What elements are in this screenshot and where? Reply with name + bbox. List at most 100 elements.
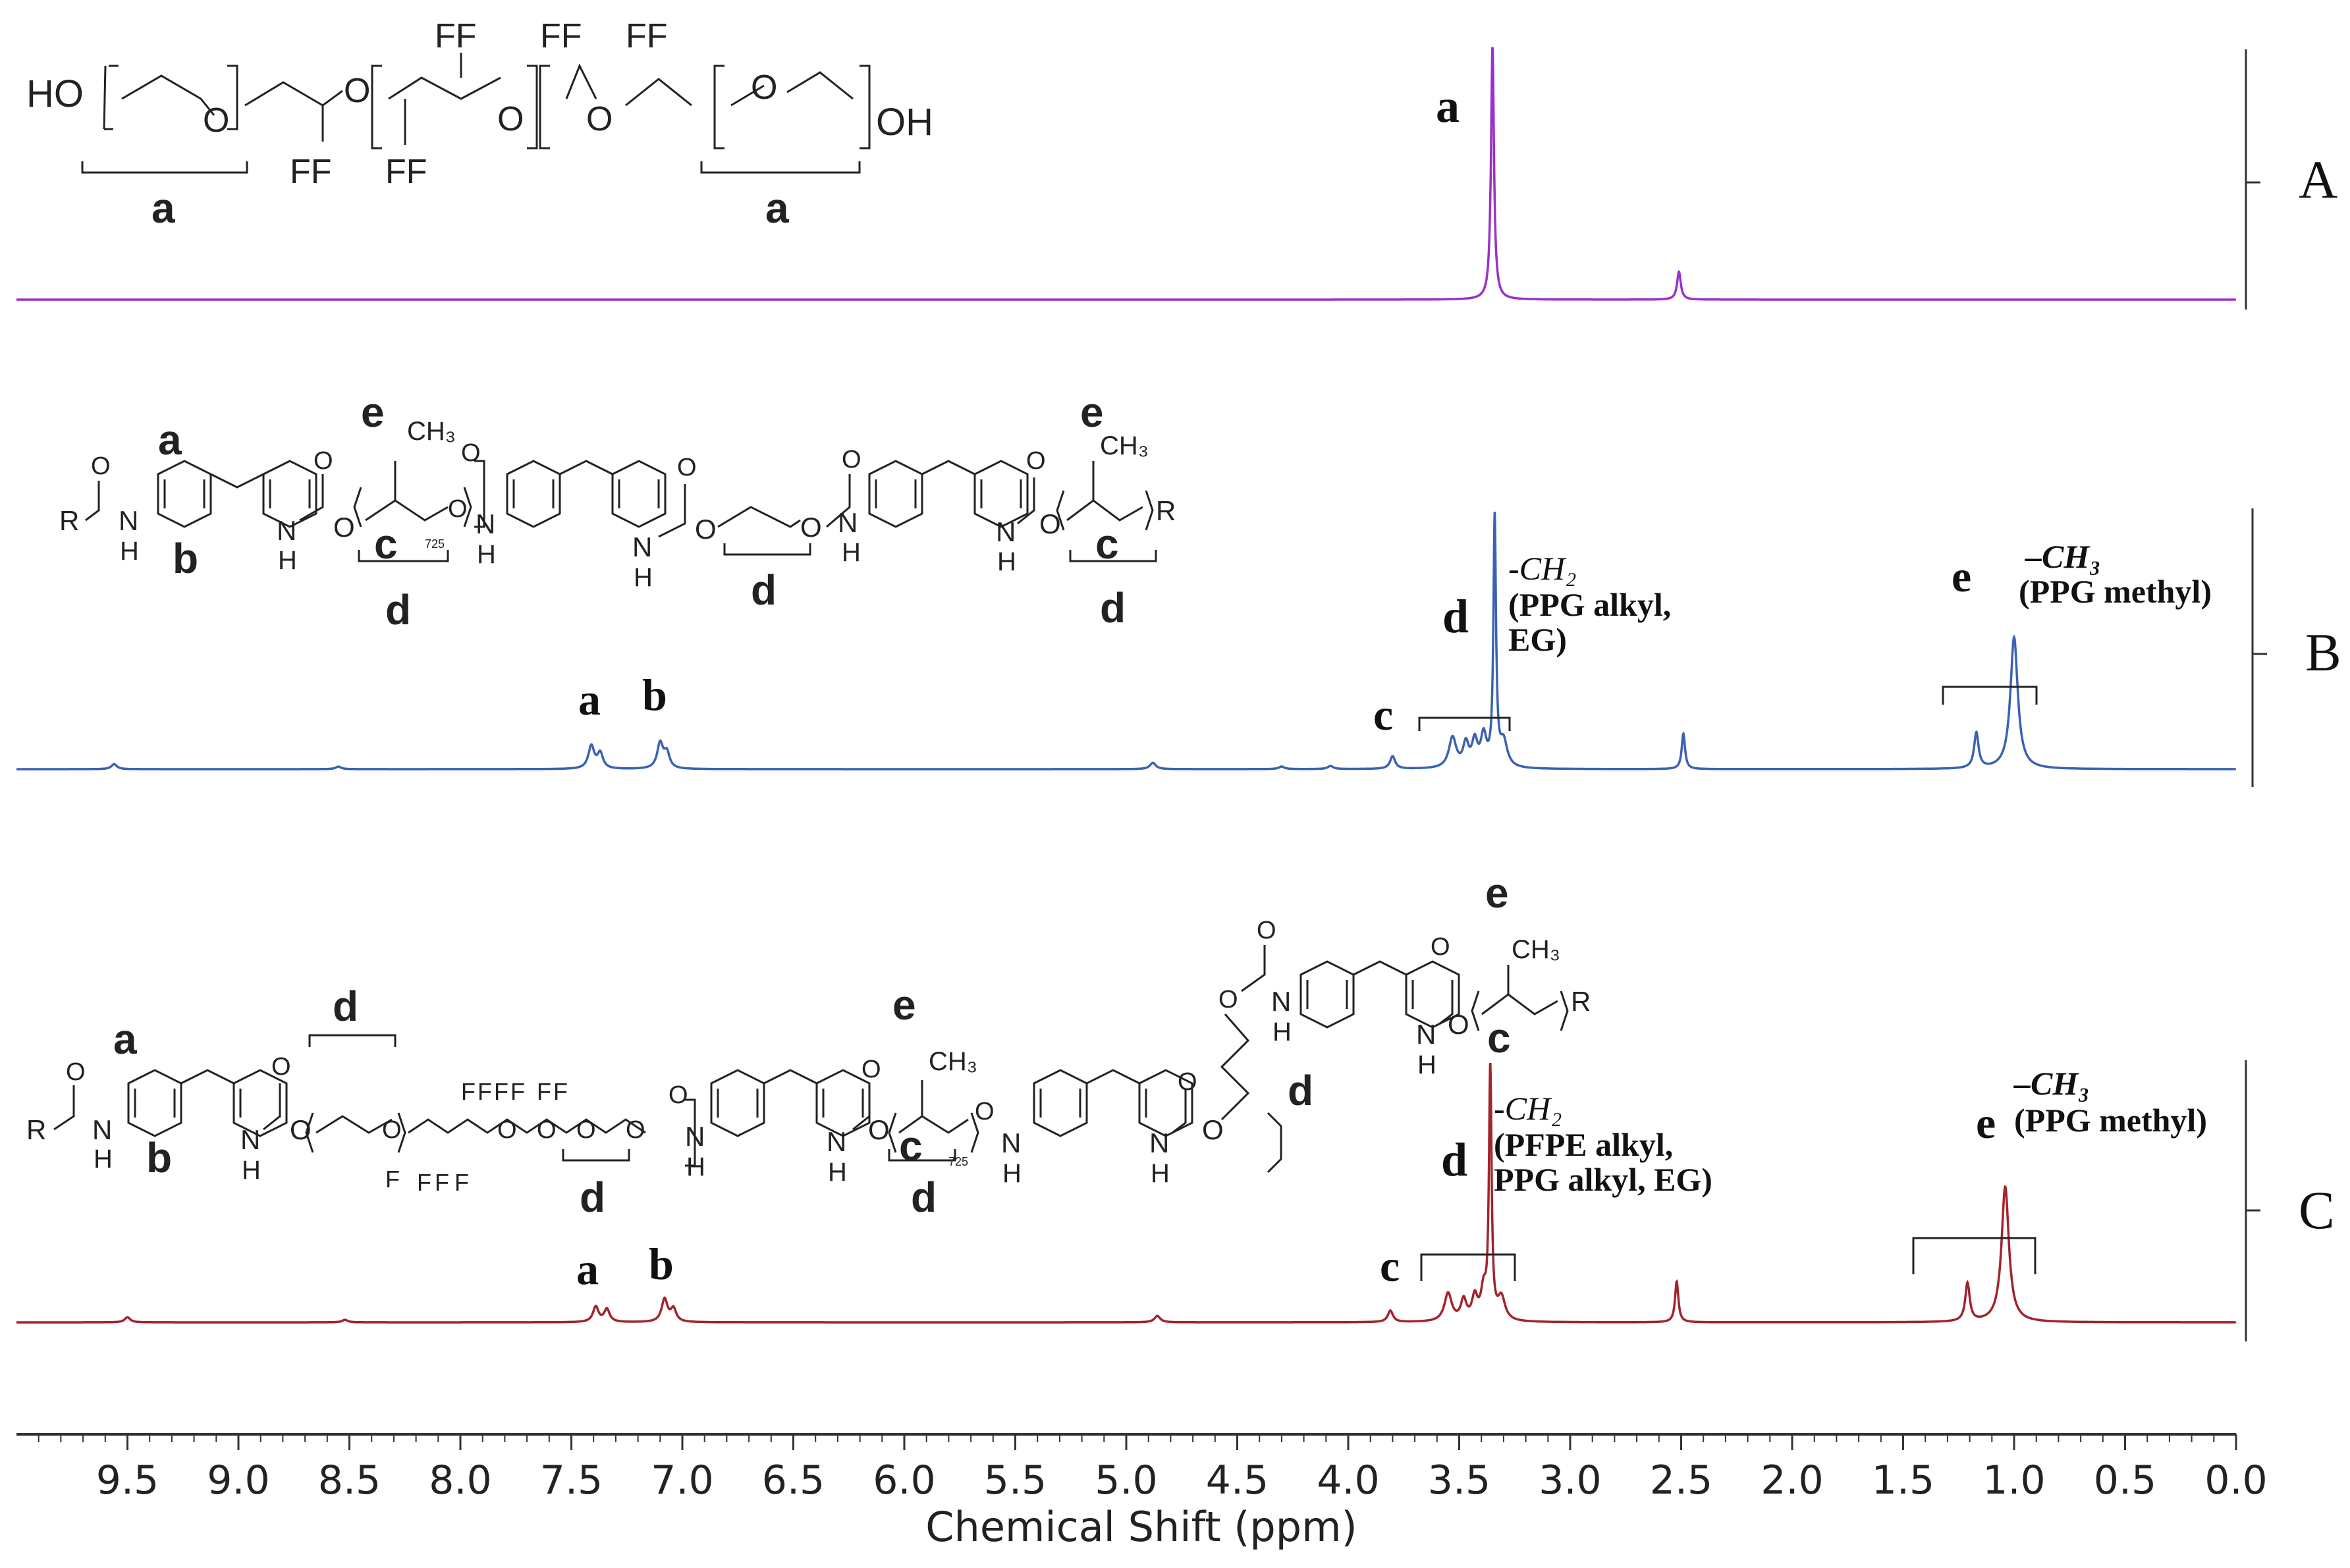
structure-c-f-6: F <box>478 1078 492 1105</box>
peak-label-e-spectrum-b: e <box>1952 551 1971 601</box>
structure-c-carbonyl-4 <box>1172 1098 1187 1134</box>
structure-c-o-1: O <box>66 1058 86 1086</box>
structure-b-label-b: b <box>173 535 198 582</box>
structure-b-n-2: N <box>277 515 296 546</box>
x-tick-label: 9.5 <box>96 1457 159 1503</box>
x-tick-label: 7.0 <box>651 1457 713 1503</box>
structure-b-o-7: O <box>695 514 717 545</box>
peak-label-a-spectrum-a: a <box>1436 80 1460 132</box>
x-tick-label: 0.5 <box>2094 1457 2156 1503</box>
structure-c-overbrace-d <box>308 1034 396 1047</box>
structure-b-o-6: O <box>677 454 697 481</box>
structure-b-label-c1: c <box>374 520 398 568</box>
annotation-ch2-spectrum-b: -CH₂ <box>1508 550 1577 587</box>
structure-c-h-7: H <box>1272 1017 1292 1046</box>
annotation-ppg-alkyl-spectrum-b: (PPG alkyl, <box>1508 586 1671 623</box>
x-tick-label: 7.5 <box>540 1457 603 1503</box>
annotation-ppg-methyl-spectrum-c: (PPG methyl) <box>2014 1102 2207 1139</box>
x-tick-label: 6.5 <box>762 1457 825 1503</box>
structure-c-n-4: N <box>827 1126 846 1157</box>
structure-c-paren-6 <box>1560 990 1569 1031</box>
structure-b-paren-4 <box>1145 490 1154 531</box>
structure-a-o5: O <box>751 68 777 107</box>
structure-b-paren-2 <box>463 487 472 527</box>
peak-label-d-spectrum-c: d <box>1441 1133 1467 1186</box>
structure-a-o2: O <box>344 72 370 110</box>
structure-b-h-2: H <box>278 546 297 575</box>
structure-c-n725: 725 <box>948 1155 968 1168</box>
structure-b-o-1: O <box>91 452 111 480</box>
peak-label-b-spectrum-b: b <box>642 670 667 720</box>
structure-c-o-10: O <box>861 1056 881 1083</box>
structure-c-o-9: O <box>669 1081 688 1109</box>
structure-a-chain-5 <box>625 78 692 107</box>
structure-c-h-2: H <box>242 1156 261 1185</box>
spectrum-a-line <box>16 47 2236 301</box>
structure-c-h-8: H <box>1417 1050 1436 1079</box>
structure-c-o-17: O <box>1431 933 1450 961</box>
structure-b-r-left: R <box>59 505 79 536</box>
structure-b-eg-chain <box>717 506 801 528</box>
structure-a-chain-7 <box>786 71 854 100</box>
spectrum-b-line <box>16 512 2236 770</box>
structure-c-f-3: F <box>435 1169 449 1196</box>
structure-c-f-2: F <box>417 1169 431 1196</box>
panel-label-a: A <box>2299 149 2337 209</box>
x-tick-label: 5.0 <box>1095 1457 1157 1503</box>
structure-a-chain-3 <box>388 76 501 100</box>
structure-c-f-5: F <box>461 1078 476 1105</box>
x-tick-label: 5.5 <box>984 1457 1047 1503</box>
structure-c-ch3-2: CH₃ <box>1512 935 1560 964</box>
structure-c-f-8: F <box>510 1078 525 1105</box>
structure-c-carbonyl-3 <box>852 1085 871 1131</box>
structure-b-o-4: O <box>448 495 468 523</box>
structure-a: HO O FF O FF FF O FF O FF O OH a a <box>26 17 933 232</box>
x-axis: 9.5 9.0 8.5 8.0 7.5 7.0 6.5 6.0 5.5 5.0 4.5 4.0 3.5 3… <box>16 1433 2268 1551</box>
structure-b-n-5: N <box>838 507 858 538</box>
panel-label-b: B <box>2305 622 2341 682</box>
bracket-d-spectrum-b <box>1418 716 1511 731</box>
structure-c-pfpe-chain <box>408 1118 646 1134</box>
structure-c-methylene-1 <box>180 1069 234 1085</box>
structure-c-paren-1 <box>305 1112 314 1153</box>
structure-b-carbonyl-5 <box>1017 477 1035 525</box>
structure-b-underbrace-d1 <box>358 550 449 562</box>
structure-b-label-a: a <box>158 416 182 464</box>
structure-b-o-10: O <box>1026 447 1046 475</box>
panel-label-c: C <box>2299 1180 2335 1240</box>
spectra-layer <box>16 47 2236 1324</box>
structure-b-h-4: H <box>634 563 653 592</box>
structure-c-label-d4: d <box>1288 1067 1313 1114</box>
structure-b-ring-6 <box>973 460 1029 528</box>
structure-a-bracket-4l <box>713 65 724 149</box>
structure-a-ff-4: FF <box>540 17 582 55</box>
structure-c: R O N H N H O O O F F F F F F F F F F O … <box>26 869 1591 1221</box>
structure-c-o-13: O <box>1178 1068 1197 1096</box>
structure-b-h-1: H <box>120 537 139 566</box>
structure-a-ff-3: FF <box>435 17 477 55</box>
structure-c-o-2: O <box>271 1053 291 1081</box>
structure-c-carbonyl-6 <box>1438 980 1454 1025</box>
structure-b-bracket-1 <box>474 460 485 528</box>
structure-c-bracket-1 <box>685 1098 696 1167</box>
structure-c-f-7: F <box>494 1078 508 1105</box>
structure-c-f-4: F <box>454 1169 469 1196</box>
structure-c-underbrace-d3 <box>888 1149 956 1162</box>
annotation-ppg-eg-spectrum-c: PPG alkyl, EG) <box>1494 1161 1712 1198</box>
structure-a-ff-1: FF <box>290 153 332 191</box>
structure-b-o-5: O <box>461 439 481 467</box>
structure-a-o3: O <box>497 100 524 138</box>
structure-c-o-8: O <box>626 1116 645 1144</box>
structure-b-o-3: O <box>333 512 355 543</box>
structure-a-label-a1: a <box>151 184 175 232</box>
annotation-ch3-spectrum-c: –CH₃ <box>2013 1065 2090 1102</box>
annotation-pfpe-alkyl-spectrum-c: (PFPE alkyl, <box>1494 1126 1673 1163</box>
x-tick-label: 6.0 <box>873 1457 935 1503</box>
structure-a-chain-2 <box>244 81 343 107</box>
structure-c-n-8: N <box>1416 1019 1436 1050</box>
structure-b-o-8: O <box>800 512 822 543</box>
spectrum-c-line <box>16 1062 2236 1324</box>
annotation-eg-spectrum-b: EG) <box>1508 621 1567 658</box>
structure-c-label-d2: d <box>580 1174 605 1221</box>
